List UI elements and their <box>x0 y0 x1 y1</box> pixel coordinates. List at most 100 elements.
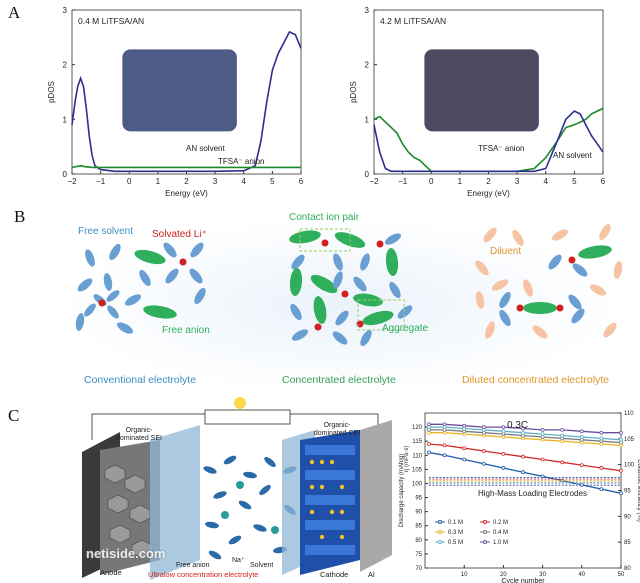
chart-a-right-xtick-label: 2 <box>486 177 491 186</box>
chart-a-left-xtick-label: 1 <box>156 177 161 186</box>
chart-c-point <box>521 470 525 475</box>
chart-c-ytick-label: 70 <box>415 566 422 572</box>
chart-c-ytick-label: 90 <box>415 510 422 516</box>
chart-c-legend-label: 0.1 M <box>448 520 463 526</box>
chart-c-point <box>442 453 447 458</box>
chart-c-ytick-label: 85 <box>415 524 422 530</box>
label-free-solvent: Free solvent <box>78 226 134 237</box>
chart-c-ytick-label: 100 <box>412 481 423 487</box>
chart-a-left-ytick-label: 3 <box>63 6 68 15</box>
chart-a-right-xtick-label: 0 <box>429 177 434 186</box>
plot-c-title: 0.3C <box>507 420 529 431</box>
chart-a-left-inset-image <box>122 49 237 132</box>
plot-c-annotation: High-Mass Loading Electrodes <box>478 489 587 498</box>
panel-label-a: A <box>8 3 21 22</box>
caption-concentrated: Concentrated electrolyte <box>282 374 396 386</box>
chart-c-point <box>579 463 584 468</box>
plot-c-eta-label: η (mPa·s) <box>404 445 410 472</box>
chart-c-point <box>560 428 565 432</box>
chart-a-right-ytick-label: 0 <box>365 170 370 179</box>
chart-c-point <box>619 468 623 473</box>
chart-c-point <box>599 430 604 435</box>
chart-c-point <box>462 423 467 428</box>
chart-c-ytick-label: 75 <box>415 552 422 558</box>
chart-c-point <box>619 430 623 435</box>
chart-a-left-xtick-label: 2 <box>184 177 189 186</box>
chart-c-point <box>481 461 486 466</box>
chart-c-legend-label: 0.3 M <box>448 530 463 536</box>
label-solvated-li: Solvated Li⁺ <box>152 229 207 240</box>
chart-c-point <box>501 451 506 456</box>
na-label: Na⁺ <box>232 557 245 564</box>
panel-label-c: C <box>8 406 20 425</box>
chart-c-point <box>481 425 486 429</box>
chart-c-y2tick-label: 90 <box>624 514 631 520</box>
chart-c-point <box>521 454 525 459</box>
chart-c-point <box>427 422 431 427</box>
chart-c-point <box>599 487 604 491</box>
label-contact-ion-pair: Contact ion pair <box>289 212 360 223</box>
chart-a-left-legend: TFSA⁻ anion <box>218 157 264 166</box>
chart-c-ytick-label: 120 <box>412 425 423 431</box>
cathode-label: Cathode <box>320 570 349 579</box>
chart-a-left-xtick-label: 3 <box>213 177 218 186</box>
chart-c-point <box>427 442 431 446</box>
chart-c-point <box>501 425 506 429</box>
chart-c-legend-label: 0.4 M <box>493 530 508 536</box>
cei-label: Organic- dominated CEI <box>313 422 361 437</box>
anode-label: Anode <box>100 568 122 577</box>
chart-c-xtick-label: 30 <box>539 572 546 578</box>
chart-c-point <box>619 437 623 442</box>
chart-c-ytick-label: 95 <box>415 496 422 502</box>
free-anion-label: Free anion <box>176 562 210 569</box>
al-label: Al <box>368 570 375 579</box>
chart-c-point <box>442 422 447 427</box>
chart-c-point <box>560 460 565 465</box>
conventional-molecules <box>75 242 206 334</box>
label-aggregate: Aggregate <box>382 323 429 334</box>
chart-c-legend-label: 1.0 M <box>493 540 508 546</box>
chart-c-point <box>579 435 584 439</box>
chart-c-point <box>501 466 506 470</box>
chart-c-point <box>481 449 486 453</box>
chart-c-point <box>579 429 584 434</box>
chart-c-y2tick-label: 100 <box>624 463 635 469</box>
concentrated-molecules <box>289 228 413 347</box>
chart-c-legend-marker <box>438 530 442 534</box>
chart-c-legend-marker <box>483 520 487 524</box>
chart-a-left-ytick-label: 0 <box>63 170 68 179</box>
solvent-label: Solvent <box>250 562 274 569</box>
chart-c-y2tick-label: 110 <box>624 411 634 417</box>
chart-c-ytick-label: 80 <box>415 538 422 544</box>
chart-a-right-inset-image <box>424 49 539 132</box>
chart-c-legend-marker <box>438 520 442 524</box>
chart-a-right-title: 4.2 M LiTFSA/AN <box>380 16 446 26</box>
chart-c-point <box>521 426 525 431</box>
chart-a-right-ytick-label: 3 <box>365 6 370 15</box>
chart-a-left-legend: AN solvent <box>186 144 225 153</box>
watermark: netiside.com <box>86 546 166 561</box>
label-free-anion: Free anion <box>162 325 210 336</box>
sei-label: Organic- dominated SEI <box>116 427 162 442</box>
chart-c-xtick-label: 50 <box>618 572 625 578</box>
chart-a-right-legend: AN solvent <box>553 151 592 160</box>
chart-a-left-series-1 <box>71 164 301 169</box>
chart-c-point <box>501 429 506 434</box>
chart-a-right-ylabel: pDOS <box>349 81 358 103</box>
chart-a-right-xtick-label: −1 <box>398 177 408 186</box>
chart-a-left-xtick-label: 0 <box>127 177 132 186</box>
chart-a-right-xtick-label: 6 <box>601 177 606 186</box>
chart-a-right-xlabel: Energy (eV) <box>467 189 510 198</box>
chart-c-point <box>599 466 604 470</box>
chart-c-y2tick-label: 85 <box>624 540 631 546</box>
chart-a-left-xtick-label: 5 <box>270 177 275 186</box>
electrolyte-caption: Ultralow concentration electrolyte <box>148 570 259 579</box>
chart-a-left-ytick-label: 2 <box>63 61 68 70</box>
chart-c-ytick-label: 110 <box>412 453 422 459</box>
chart-c-point <box>540 428 545 432</box>
chart-c-point <box>599 436 604 441</box>
chart-a-right-ytick-label: 2 <box>365 61 370 70</box>
chart-c-legend-label: 0.5 M <box>448 540 463 546</box>
chart-c-xlabel: Cycle number <box>501 578 545 583</box>
chart-c-point <box>540 432 545 437</box>
